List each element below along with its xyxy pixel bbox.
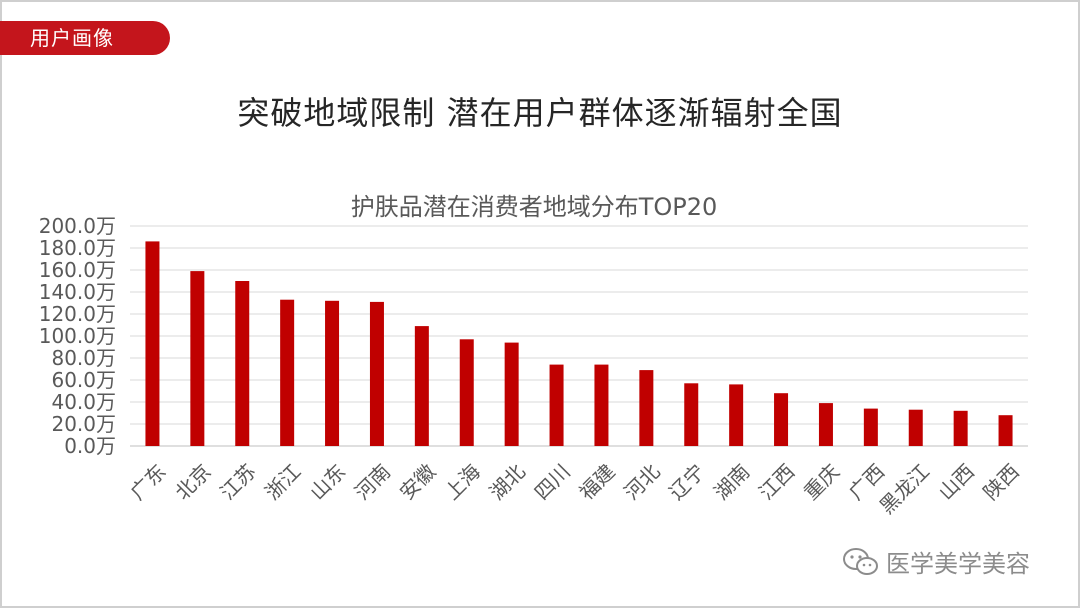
bar: [639, 370, 654, 446]
x-tick-label: 山西: [934, 459, 979, 504]
watermark: 医学美学美容: [842, 544, 1030, 579]
bar: [190, 271, 205, 446]
y-tick-label: 40.0万: [51, 390, 116, 414]
section-tag: 用户画像: [0, 21, 170, 55]
x-tick-label: 北京: [170, 459, 215, 504]
bar: [504, 342, 519, 446]
wechat-icon: [843, 547, 878, 575]
x-tick-label: 上海: [440, 459, 485, 504]
x-tick-label: 黑龙江: [875, 459, 934, 518]
y-tick-label: 0.0万: [64, 434, 116, 458]
x-tick-label: 浙江: [260, 459, 305, 504]
y-tick-label: 120.0万: [39, 302, 116, 326]
x-tick-label: 河北: [619, 459, 664, 504]
y-tick-label: 60.0万: [51, 368, 116, 392]
bar: [594, 364, 609, 446]
bar: [414, 326, 429, 446]
bar: [369, 301, 384, 446]
bar: [998, 415, 1013, 446]
x-tick-label: 广东: [125, 459, 170, 504]
y-tick-label: 100.0万: [39, 324, 116, 348]
bar: [280, 299, 295, 446]
gridlines: [130, 225, 1028, 447]
bar: [459, 339, 474, 446]
bar: [235, 281, 250, 446]
bar: [908, 409, 923, 446]
x-axis-ticks: 广东 北京 江苏 浙江 山东 河南 安徽 上海 湖北 四川 福建 河北 辽宁 湖南 江西 重庆 广西黑龙江 山西陕…: [125, 459, 1023, 518]
y-tick-label: 140.0万: [39, 280, 116, 304]
y-tick-label: 180.0万: [39, 236, 116, 260]
y-axis-ticks: 0.0万20.0万40.0万60.0万80.0万100.0万120.0万140.…: [39, 214, 116, 458]
x-tick-label: 安徽: [395, 459, 440, 504]
x-tick-label: 河南: [350, 459, 395, 504]
bar: [863, 408, 878, 446]
chart-title: 护肤品潜在消费者地域分布TOP20: [351, 193, 718, 221]
x-tick-label: 福建: [574, 459, 619, 504]
bar: [774, 393, 789, 446]
x-tick-label: 辽宁: [664, 459, 709, 504]
x-tick-label: 湖南: [709, 459, 754, 504]
bar: [549, 364, 564, 446]
x-tick-label: 湖北: [485, 459, 530, 504]
x-tick-label: 山东: [305, 459, 350, 504]
x-tick-label: 江苏: [215, 459, 260, 504]
x-tick-label: 四川: [530, 459, 575, 504]
bar: [818, 403, 833, 446]
bar: [145, 241, 160, 446]
y-tick-label: 20.0万: [51, 412, 116, 436]
y-tick-label: 200.0万: [39, 214, 116, 238]
x-tick-label: 江西: [754, 459, 799, 504]
y-tick-label: 160.0万: [39, 258, 116, 282]
bar: [325, 300, 340, 446]
y-tick-label: 80.0万: [51, 346, 116, 370]
x-tick-label: 重庆: [799, 459, 844, 504]
watermark-text: 医学美学美容: [886, 550, 1030, 578]
bar: [953, 410, 968, 446]
bar: [729, 384, 744, 446]
x-tick-label: 陕西: [979, 459, 1024, 504]
bars: [145, 241, 1013, 446]
bar: [684, 383, 699, 446]
slide-headline: 突破地域限制 潜在用户群体逐渐辐射全国: [237, 94, 843, 132]
